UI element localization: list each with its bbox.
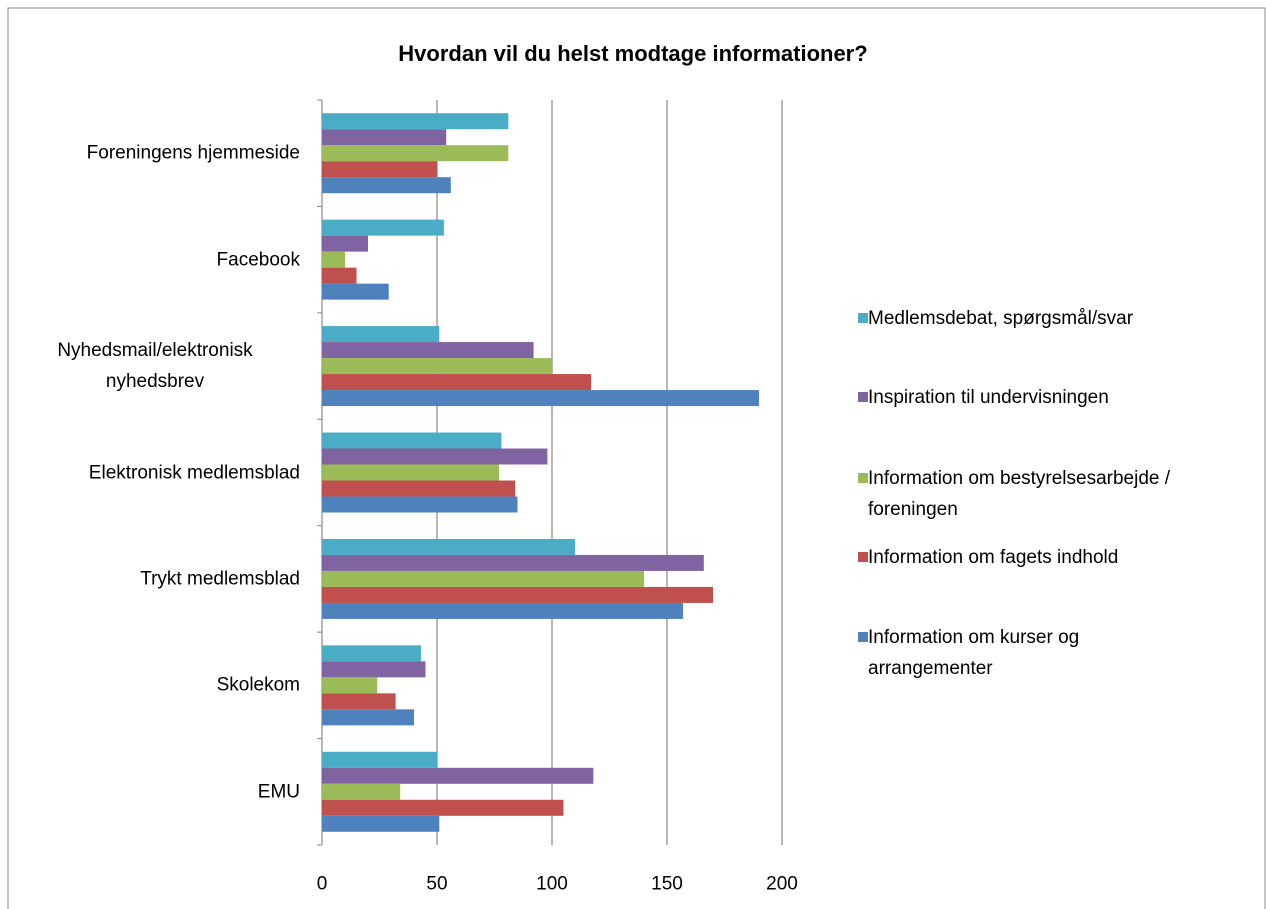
- bar: [322, 538, 575, 555]
- x-tick-label: 50: [426, 873, 448, 895]
- bar: [322, 129, 447, 146]
- x-tick-label: 200: [766, 873, 798, 895]
- bar: [322, 448, 548, 465]
- bar: [322, 251, 345, 268]
- y-tick-label-text: Nyhedsmail/elektronisk nyhedsbrev: [57, 340, 253, 393]
- bar: [322, 145, 509, 162]
- chart-border: [7, 7, 1266, 909]
- bar: [322, 799, 564, 816]
- y-tick-label: Trykt medlemsblad: [10, 563, 300, 594]
- bar: [322, 235, 368, 252]
- bar: [322, 358, 552, 375]
- bar: [322, 390, 759, 407]
- y-tick-label: Nyhedsmail/elektronisk nyhedsbrev: [10, 335, 300, 397]
- bar: [322, 496, 518, 513]
- bar: [322, 161, 437, 178]
- x-tick-label: 0: [316, 873, 328, 895]
- bar: [322, 586, 713, 603]
- bar: [322, 767, 594, 784]
- bar: [322, 480, 516, 497]
- y-tick-label-text: Foreningens hjemmeside: [86, 142, 300, 164]
- bar: [322, 602, 684, 619]
- bar: [322, 267, 357, 284]
- legend-label: Medlemsdebat, spørgsmål/svar: [868, 308, 1134, 329]
- y-tick-label-text: Elektronisk medlemsblad: [88, 462, 300, 483]
- y-tick-label: Elektronisk medlemsblad: [10, 457, 300, 488]
- bar: [322, 374, 592, 391]
- bar: [322, 342, 534, 359]
- y-tick-label: Facebook: [10, 244, 300, 275]
- y-tick-label: Foreningens hjemmeside: [10, 138, 300, 169]
- bar: [322, 693, 396, 710]
- chart-title: Hvordan vil du helst modtage information…: [398, 41, 868, 66]
- bar: [322, 661, 426, 678]
- legend-swatch: [858, 392, 868, 402]
- legend-swatch: [858, 552, 868, 562]
- bar: [322, 219, 444, 236]
- legend-swatch: [858, 473, 868, 483]
- bar: [322, 326, 440, 343]
- bar: [322, 464, 500, 481]
- bar: [322, 570, 644, 587]
- legend-label: Information om kurser og arrangementer: [868, 627, 1080, 679]
- legend-swatch: [858, 313, 868, 323]
- x-tick-label: 100: [536, 873, 568, 895]
- y-tick-label: Skolekom: [10, 670, 300, 701]
- legend-swatch: [858, 632, 868, 642]
- bar: [322, 751, 437, 768]
- bar: [322, 815, 440, 832]
- bar: [322, 177, 451, 194]
- bar: [322, 554, 704, 571]
- bar: [322, 432, 502, 449]
- bar: [322, 645, 421, 662]
- y-tick-label-text: Trykt medlemsblad: [140, 568, 300, 590]
- y-tick-label: EMU: [10, 776, 300, 807]
- x-tick-label: 150: [651, 873, 683, 895]
- y-tick-label-text: Skolekom: [216, 674, 300, 696]
- legend-label: Inspiration til undervisningen: [868, 387, 1109, 408]
- legend-label: Information om bestyrelsesarbejde / fore…: [868, 468, 1171, 520]
- y-tick-label-text: EMU: [257, 781, 300, 803]
- bar: [322, 677, 378, 694]
- y-tick-label-text: Facebook: [216, 249, 300, 271]
- bar: [322, 113, 509, 130]
- bar: [322, 709, 414, 726]
- bar: [322, 283, 389, 300]
- bar: [322, 783, 401, 800]
- legend-label: Information om fagets indhold: [868, 547, 1119, 568]
